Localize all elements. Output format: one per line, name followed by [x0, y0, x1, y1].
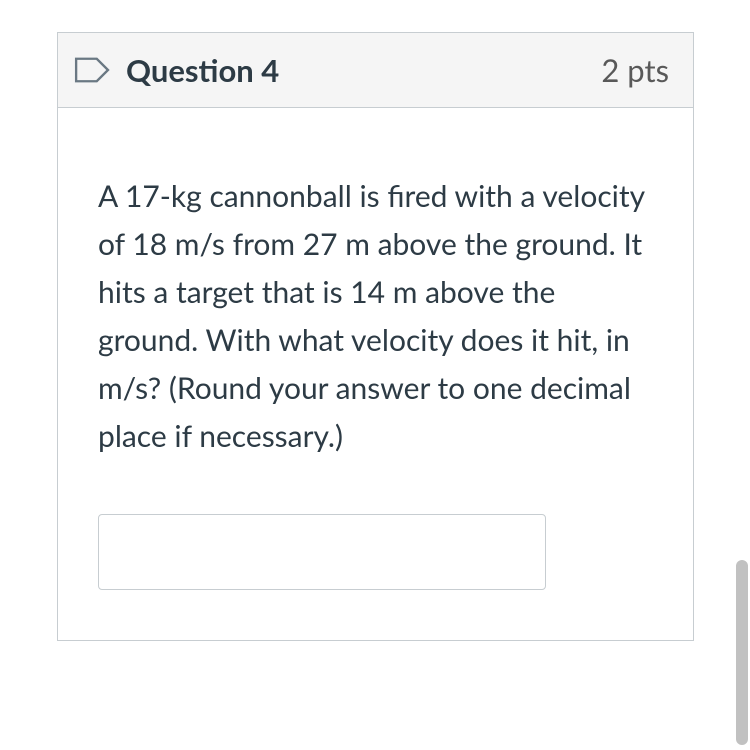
scrollbar-thumb[interactable] [736, 560, 748, 745]
question-header: Question 4 2 pts [58, 33, 693, 108]
question-points: 2 pts [601, 51, 669, 89]
tag-icon [74, 55, 112, 85]
question-card: Question 4 2 pts A 17-kg cannonball is f… [57, 32, 694, 641]
question-title: Question 4 [126, 51, 279, 89]
question-body: A 17-kg cannonball is fired with a veloc… [58, 108, 693, 640]
question-text: A 17-kg cannonball is fired with a veloc… [98, 172, 653, 460]
answer-input[interactable] [98, 514, 546, 590]
header-left: Question 4 [74, 51, 279, 89]
